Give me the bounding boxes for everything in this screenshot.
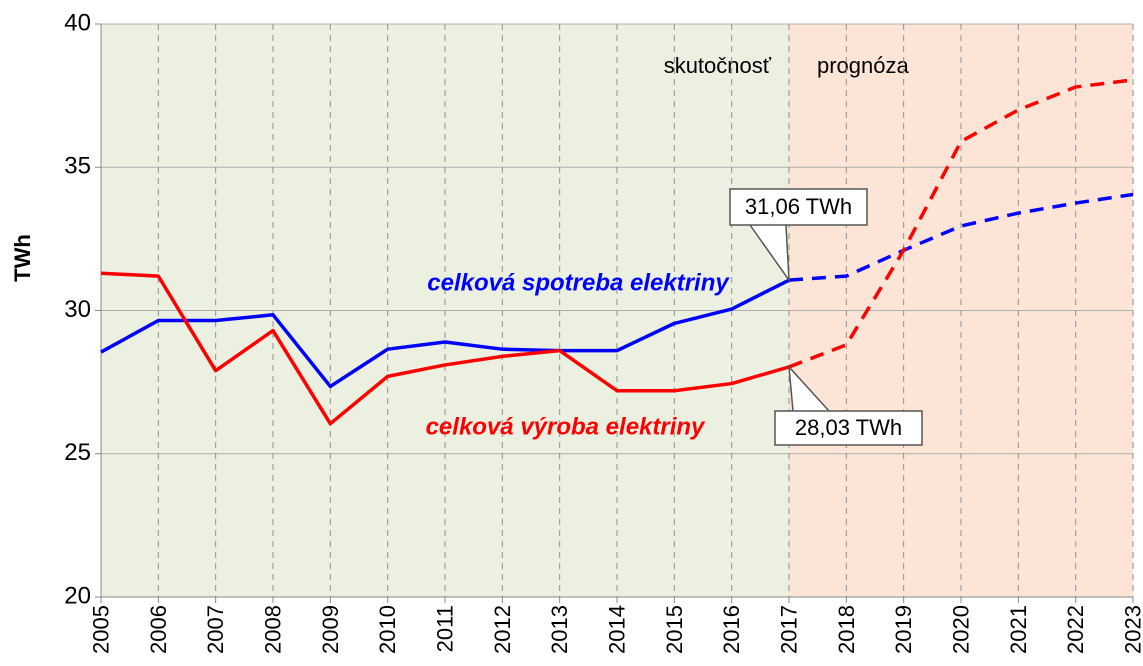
y-tick-label: 30 <box>64 296 91 323</box>
region-label: prognóza <box>817 53 910 78</box>
y-tick-label: 20 <box>64 582 91 609</box>
x-tick-label: 2013 <box>547 605 572 654</box>
x-tick-label: 2010 <box>375 605 400 654</box>
y-tick-label: 35 <box>64 153 91 180</box>
x-tick-label: 2007 <box>203 605 228 654</box>
x-tick-label: 2018 <box>834 605 859 654</box>
x-tick-label: 2019 <box>891 605 916 654</box>
series-line <box>100 278 790 389</box>
y-tick-label: 40 <box>64 9 91 36</box>
y-tick-label: 25 <box>64 439 91 466</box>
y-axis-label: TWh <box>10 234 35 282</box>
x-tick-label: 2016 <box>719 605 744 654</box>
x-tick-label: 2015 <box>662 605 687 654</box>
x-tick-label: 2012 <box>490 605 515 654</box>
callout-pointer <box>788 364 830 412</box>
x-tick-label: 2017 <box>777 605 802 654</box>
callout-pointer <box>749 224 790 283</box>
callout-box <box>729 188 868 226</box>
x-tick-label: 2021 <box>1006 605 1031 654</box>
x-tick-label: 2008 <box>261 605 286 654</box>
x-tick-label: 2014 <box>605 605 630 654</box>
value-label: 31,06 TWh <box>745 194 852 219</box>
series-line <box>100 271 790 426</box>
x-tick-label: 2011 <box>433 605 458 652</box>
x-tick-label: 2006 <box>146 605 171 654</box>
x-tick-label: 2009 <box>318 605 343 654</box>
x-tick-label: 2022 <box>1063 605 1088 654</box>
region-label: skutočnosť <box>664 53 772 78</box>
x-tick-label: 2020 <box>949 605 974 654</box>
series-label: celková spotreba elektriny <box>427 269 730 296</box>
x-tick-label: 2005 <box>89 605 114 654</box>
series-line <box>788 192 1134 282</box>
callout-box <box>774 410 923 446</box>
series-line <box>788 78 1134 369</box>
value-label: 28,03 TWh <box>795 415 902 440</box>
x-tick-label: 2023 <box>1121 605 1143 654</box>
series-label: celková výroba elektriny <box>426 413 706 440</box>
